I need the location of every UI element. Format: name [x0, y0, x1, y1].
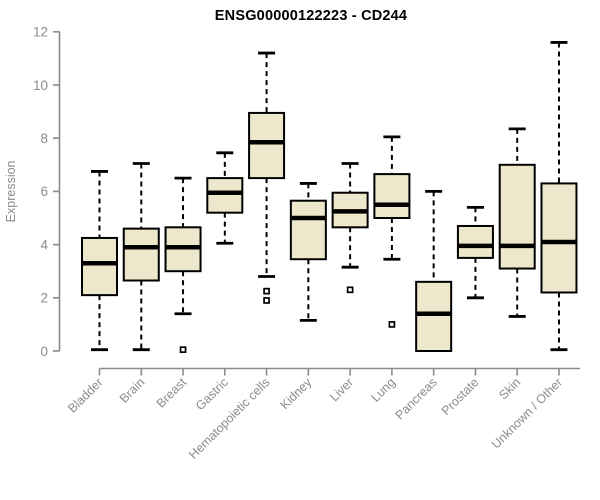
y-tick-label: 8 — [40, 131, 48, 146]
outlier-point — [388, 321, 396, 328]
box-prostate — [456, 205, 494, 300]
box-breast — [164, 176, 202, 354]
x-category-label-gastric: Gastric — [193, 375, 231, 413]
y-tick-label: 6 — [40, 184, 48, 199]
y-tick-label: 12 — [33, 25, 48, 40]
x-category-label-breast: Breast — [154, 375, 190, 411]
x-category-label-prostate: Prostate — [439, 375, 482, 418]
x-category-label-lung: Lung — [368, 375, 398, 405]
outlier-point — [179, 346, 187, 354]
box-gastric — [206, 151, 244, 245]
outlier-point — [346, 286, 354, 294]
box-pancreas — [415, 189, 453, 352]
x-category-label-unknown-other: Unknown / Other — [489, 375, 565, 451]
x-category-label-bladder: Bladder — [65, 375, 105, 415]
box-brain — [122, 162, 160, 352]
chart-title: ENSG00000122223 - CD244 — [214, 8, 408, 24]
box-unknown-other — [540, 41, 578, 352]
x-category-label-skin: Skin — [496, 375, 523, 402]
x-category-label-liver: Liver — [327, 375, 356, 404]
y-tick-label: 10 — [33, 78, 48, 93]
x-category-label-pancreas: Pancreas — [393, 375, 440, 422]
y-tick-label: 0 — [40, 344, 48, 359]
outlier-point — [263, 297, 270, 304]
box-hematopoietic-cells — [248, 51, 286, 304]
x-category-label-hematopoietic-cells: Hematopoietic cells — [186, 375, 273, 462]
box-skin — [498, 127, 536, 318]
x-category-label-kidney: Kidney — [278, 375, 315, 412]
box-lung — [373, 135, 411, 328]
box-kidney — [289, 182, 327, 322]
y-axis-title: Expression — [4, 160, 18, 222]
x-category-label-brain: Brain — [117, 375, 148, 406]
outlier-point — [263, 287, 270, 295]
y-tick-label: 2 — [40, 291, 48, 306]
box-liver — [331, 162, 369, 294]
box-bladder — [81, 170, 118, 352]
y-tick-label: 4 — [40, 237, 48, 252]
y-axis: 0 2 4 6 8 10 12 Expression — [4, 25, 61, 359]
